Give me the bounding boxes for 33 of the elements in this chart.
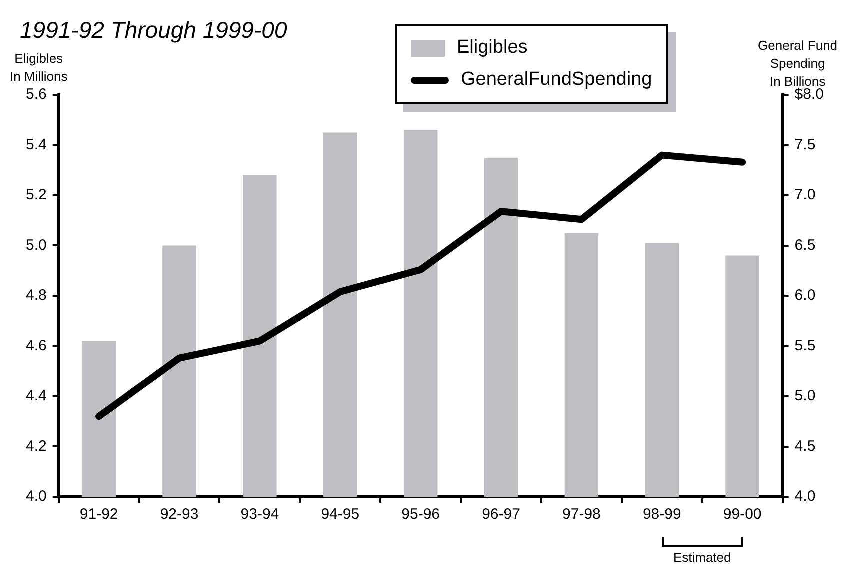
legend-label: Eligibles: [457, 37, 528, 59]
x-tick-label: 93-94: [240, 506, 280, 524]
y-tick-label: 4.6: [26, 337, 47, 354]
x-tick-label: 95-96: [402, 506, 440, 524]
x-tick-label: 92-93: [160, 506, 199, 524]
x-tick-label: 94-95: [321, 506, 360, 524]
y2-tick-label: 4.0: [794, 488, 816, 506]
text: Estimated: [672, 550, 732, 565]
y2-tick-label: 7.5: [794, 136, 816, 154]
y-tick-label: 5.2: [26, 186, 47, 204]
y-tick-label: 4.2: [26, 438, 47, 455]
y-tick-label: 4.0: [26, 488, 47, 506]
y-tick-label: 4.4: [26, 388, 47, 405]
y2-tick-label: 5.0: [794, 388, 816, 405]
y2-tick-label: 7.0: [794, 186, 816, 204]
y-tick-label: 5.6: [26, 86, 47, 104]
x-tick-label: 91-92: [80, 506, 118, 524]
y-tick-label: 5.4: [26, 136, 47, 154]
y2-tick-label: 5.5: [794, 337, 816, 354]
x-tick-label: 97-98: [562, 506, 601, 524]
y-axis-title: Eligibles In Millions: [8, 50, 69, 86]
x-tick-label: 96-97: [482, 506, 520, 524]
y2-tick-label: 6.5: [794, 236, 816, 254]
y2-tick-label: $8.0: [794, 86, 824, 104]
y-tick-label: 5.0: [26, 236, 47, 254]
y-tick-label: 4.8: [26, 287, 47, 304]
legend-label: GeneralFundSpending: [461, 69, 652, 91]
x-tick-label: 98-99: [642, 506, 682, 524]
y2-tick-label: 6.0: [794, 287, 816, 304]
chart-title: 1991-92 Through 1999-00: [20, 17, 288, 44]
x-tick-label: 99-00: [723, 506, 762, 524]
y2-tick-label: 4.5: [794, 438, 816, 455]
y2-axis-title: General Fund Spending In Billions: [757, 37, 839, 89]
